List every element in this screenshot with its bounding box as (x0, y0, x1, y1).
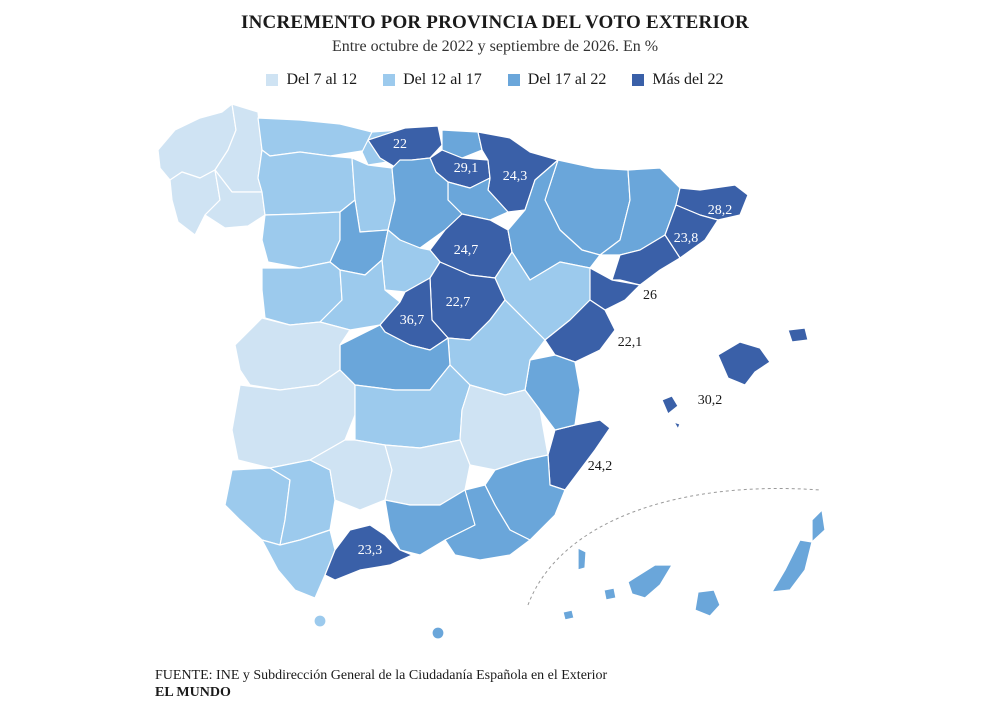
label-valencia: 22,1 (618, 335, 643, 350)
legend-item-12-17: Del 12 al 17 (383, 71, 482, 89)
label-alava: 29,1 (454, 161, 479, 176)
label-tarragona: 23,8 (674, 231, 699, 246)
island-fuerteventura (771, 539, 813, 593)
island-mallorca (717, 341, 771, 386)
island-la-palma (577, 547, 587, 571)
map-subtitle: Entre octubre de 2022 y septiembre de 20… (331, 38, 659, 55)
label-bizkaia: 22 (393, 137, 407, 152)
province-segovia (381, 229, 441, 293)
label-baleares: 30,2 (698, 393, 723, 408)
province-huelva (224, 467, 291, 546)
label-malaga: 23,3 (358, 543, 383, 558)
legend-label: Más del 22 (652, 71, 724, 88)
legend-item-7-12: Del 7 al 12 (266, 71, 357, 89)
legend-item-17-22: Del 17 al 22 (507, 71, 607, 89)
province-malaga (324, 524, 413, 581)
canarias-inset-divider (527, 487, 821, 606)
province-melilla (431, 626, 445, 640)
province-leon (257, 149, 356, 216)
label-madrid: 36,7 (400, 313, 425, 328)
legend-item-22-plus: Más del 22 (632, 71, 724, 89)
legend-label: Del 17 al 22 (527, 71, 607, 88)
footer: FUENTE: INE y Subdirección General de la… (155, 667, 607, 701)
label-castellon: 26 (643, 288, 657, 303)
province-almeria (444, 484, 531, 561)
province-navarra (477, 131, 559, 213)
island-formentera (673, 421, 681, 430)
province-ceuta (313, 614, 327, 628)
province-ourense (204, 169, 266, 229)
island-tenerife (627, 564, 673, 599)
island-la-gomera (603, 587, 617, 601)
province-zamora (261, 211, 341, 269)
legend-swatch (383, 74, 396, 86)
province-valencia (544, 299, 616, 363)
legend: Del 7 al 12 Del 12 al 17 Del 17 al 22 Má… (0, 71, 990, 89)
label-soria: 24,7 (454, 243, 479, 258)
label-guadalajara: 22,7 (446, 295, 471, 310)
label-alicante: 24,2 (588, 459, 613, 474)
island-menorca (787, 327, 809, 343)
legend-swatch (632, 74, 645, 86)
province-badajoz (231, 369, 356, 469)
province-alicante (547, 419, 611, 491)
province-asturias (257, 117, 373, 157)
legend-swatch (507, 74, 520, 86)
province-pontevedra (169, 169, 221, 236)
label-navarra: 24,3 (503, 169, 528, 184)
source-note: FUENTE: INE y Subdirección General de la… (155, 668, 608, 683)
island-lanzarote (811, 509, 826, 543)
island-gran-canaria (694, 589, 721, 617)
map-title: INCREMENTO POR PROVINCIA DEL VOTO EXTERI… (241, 12, 749, 33)
legend-label: Del 7 al 12 (286, 71, 358, 88)
island-ibiza (661, 395, 679, 415)
legend-swatch (266, 74, 279, 86)
province-gipuzkoa (441, 129, 483, 159)
island-el-hierro (562, 609, 575, 621)
label-barcelona-girona: 28,2 (708, 203, 733, 218)
brand-name: EL MUNDO (155, 685, 231, 700)
legend-label: Del 12 al 17 (403, 71, 482, 88)
